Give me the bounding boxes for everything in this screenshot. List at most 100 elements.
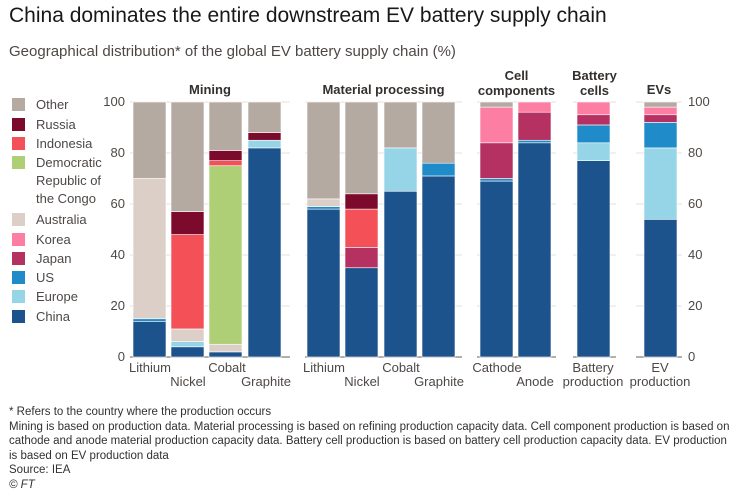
y-tick-label-left: 60 bbox=[111, 196, 125, 211]
panel-title: EVs bbox=[647, 82, 672, 97]
legend-label: Other bbox=[36, 97, 69, 112]
bar-segment bbox=[344, 193, 379, 210]
x-tick-label: production bbox=[630, 374, 691, 389]
y-tick-label-left: 100 bbox=[103, 94, 125, 109]
legend-label: Australia bbox=[36, 212, 87, 227]
bar-segment bbox=[306, 101, 341, 200]
bar-segment bbox=[643, 101, 678, 108]
legend-label: Japan bbox=[36, 251, 71, 266]
legend-swatch bbox=[12, 98, 25, 111]
bar-segment bbox=[247, 147, 282, 358]
bar-segment bbox=[643, 147, 678, 220]
x-tick-label: EV bbox=[651, 360, 669, 375]
bar-segment bbox=[344, 247, 379, 269]
bar-segment bbox=[576, 142, 611, 161]
x-tick-label: production bbox=[563, 374, 624, 389]
y-tick-label-left: 20 bbox=[111, 298, 125, 313]
legend-swatch bbox=[12, 310, 25, 323]
bar-segment bbox=[383, 101, 418, 149]
panel-title: components bbox=[478, 83, 555, 98]
bar-segment bbox=[576, 124, 611, 144]
note-credit: © FT bbox=[9, 478, 35, 491]
x-tick-label: Cobalt bbox=[208, 360, 246, 375]
note-footnote: * Refers to the country where the produc… bbox=[9, 406, 272, 418]
bar-segment bbox=[344, 208, 379, 248]
legend-swatch bbox=[12, 290, 25, 303]
x-tick-label: Battery bbox=[572, 360, 614, 375]
bar-segment bbox=[132, 320, 167, 358]
bar-segment bbox=[247, 132, 282, 141]
bar-segment bbox=[247, 139, 282, 149]
legend-label: Russia bbox=[36, 117, 77, 132]
bar-segment bbox=[170, 346, 205, 358]
bar-segment bbox=[643, 106, 678, 116]
y-tick-label-left: 0 bbox=[118, 349, 125, 364]
bar-segment bbox=[208, 150, 243, 161]
legend-label: the Congo bbox=[36, 191, 96, 206]
y-tick-label-left: 80 bbox=[111, 145, 125, 160]
panel-title: Battery bbox=[572, 68, 618, 83]
note-source: Source: IEA bbox=[9, 464, 71, 477]
panel-title: Cell bbox=[505, 68, 529, 83]
x-tick-label: Anode bbox=[516, 374, 554, 389]
legend-label: US bbox=[36, 270, 54, 285]
bar-segment bbox=[517, 111, 552, 141]
bar-segment bbox=[479, 178, 514, 182]
bar-segment bbox=[421, 162, 456, 177]
bar-segment bbox=[208, 343, 243, 353]
panel-title: cells bbox=[580, 83, 609, 98]
bar-segment bbox=[344, 267, 379, 358]
x-tick-label: Lithium bbox=[129, 360, 171, 375]
y-tick-label-right: 40 bbox=[688, 247, 702, 262]
bar-segment bbox=[132, 318, 167, 322]
y-tick-label-right: 20 bbox=[688, 298, 702, 313]
x-tick-label: Cathode bbox=[472, 360, 521, 375]
bar-segment bbox=[517, 139, 552, 144]
bar-segment bbox=[208, 351, 243, 358]
bar-segment bbox=[479, 101, 514, 108]
chart-title: China dominates the entire downstream EV… bbox=[9, 4, 607, 27]
bar-segment bbox=[517, 101, 552, 113]
bar-segment bbox=[132, 178, 167, 320]
bar-segment bbox=[132, 101, 167, 179]
note-methodology: Mining is based on production data. Mate… bbox=[9, 420, 730, 462]
bar-segment bbox=[576, 114, 611, 126]
bar-segment bbox=[208, 101, 243, 151]
bar-segment bbox=[306, 198, 341, 207]
bar-segment bbox=[479, 106, 514, 144]
bar-segment bbox=[643, 219, 678, 358]
legend-swatch bbox=[12, 233, 25, 246]
bar-segment bbox=[170, 211, 205, 235]
y-tick-label-right: 80 bbox=[688, 145, 702, 160]
legend-swatch bbox=[12, 137, 25, 150]
x-tick-label: Graphite bbox=[414, 374, 464, 389]
x-tick-label: Nickel bbox=[344, 374, 380, 389]
y-tick-label-right: 60 bbox=[688, 196, 702, 211]
legend-swatch bbox=[12, 213, 25, 226]
bar-segment bbox=[421, 175, 456, 358]
bar-segment bbox=[170, 234, 205, 330]
bar-segment bbox=[643, 114, 678, 123]
y-tick-label-right: 100 bbox=[688, 94, 710, 109]
legend-label: China bbox=[36, 309, 71, 324]
legend-swatch bbox=[12, 156, 25, 169]
chart-subtitle: Geographical distribution* of the global… bbox=[9, 43, 456, 60]
bar-segment bbox=[344, 101, 379, 195]
bar-segment bbox=[170, 341, 205, 348]
bar-segment bbox=[576, 101, 611, 116]
legend-swatch bbox=[12, 271, 25, 284]
panel-title: Mining bbox=[189, 82, 231, 97]
bar-segment bbox=[479, 142, 514, 179]
legend-swatch bbox=[12, 252, 25, 265]
legend-label: Democratic bbox=[36, 155, 102, 170]
bar-segment bbox=[421, 101, 456, 164]
panel-title: Material processing bbox=[322, 82, 444, 97]
bar-segment bbox=[643, 122, 678, 149]
chart-notes: * Refers to the country where the produc… bbox=[9, 405, 731, 493]
bar-segment bbox=[208, 160, 243, 167]
x-tick-label: Nickel bbox=[170, 374, 206, 389]
bar-segment bbox=[479, 180, 514, 358]
x-tick-label: Graphite bbox=[241, 374, 291, 389]
stacked-bar-chart: 0 20 40 60 80 100 0 20 40 60 80 100 Mining Material p… bbox=[12, 68, 710, 389]
bar-segment bbox=[576, 160, 611, 358]
